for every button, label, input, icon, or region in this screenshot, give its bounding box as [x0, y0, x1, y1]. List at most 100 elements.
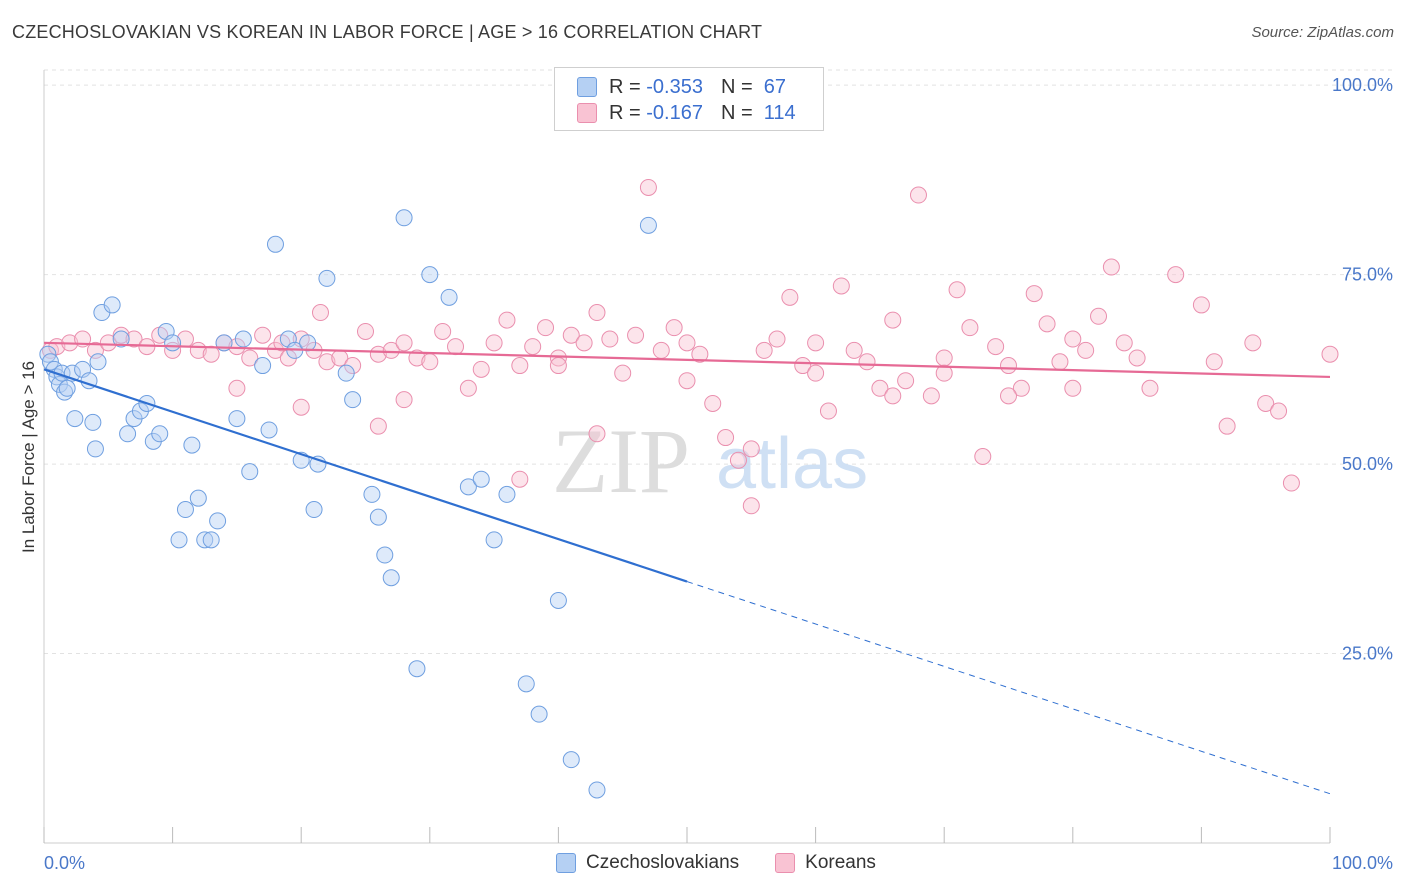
data-point-korean: [884, 311, 902, 329]
data-point-korean: [562, 326, 580, 344]
y-axis-label: In Labor Force | Age > 16: [19, 361, 38, 553]
watermark-atlas: atlas: [716, 424, 868, 504]
data-point-korean: [511, 470, 529, 488]
data-point-czechoslovakian: [369, 508, 387, 526]
data-point-korean: [897, 372, 915, 390]
data-point-korean: [1321, 345, 1339, 363]
data-point-korean: [1090, 307, 1108, 325]
data-point-korean: [627, 326, 645, 344]
data-point-czechoslovakian: [472, 470, 490, 488]
data-point-korean: [1218, 417, 1236, 435]
y-tick-label: 75.0%: [1342, 265, 1393, 285]
data-point-czechoslovakian: [530, 705, 548, 723]
data-point-korean: [357, 322, 374, 340]
data-point-czechoslovakian: [260, 421, 278, 439]
series-legend-koreans[interactable]: Koreans: [775, 852, 876, 874]
data-point-czechoslovakian: [176, 501, 194, 519]
data-point-czechoslovakian: [639, 216, 657, 234]
data-point-korean: [639, 178, 657, 196]
data-point-czechoslovakian: [305, 501, 323, 519]
data-point-czechoslovakian: [234, 330, 252, 348]
data-point-korean: [652, 341, 670, 359]
y-tick-label: 25.0%: [1342, 644, 1393, 664]
data-point-korean: [1025, 285, 1043, 303]
data-point-korean: [408, 349, 426, 367]
data-point-korean: [421, 353, 439, 371]
data-point-korean: [1064, 379, 1082, 397]
data-point-czechoslovakian: [408, 660, 426, 678]
data-point-korean: [125, 330, 143, 348]
data-point-korean: [1128, 349, 1146, 367]
data-point-korean: [537, 319, 555, 337]
data-point-czechoslovakian: [318, 269, 336, 287]
data-point-korean: [845, 341, 863, 359]
data-point-czechoslovakian: [84, 413, 102, 431]
data-point-korean: [768, 330, 786, 348]
data-point-korean: [588, 425, 606, 443]
data-point-korean: [601, 330, 619, 348]
data-point-korean: [1051, 353, 1069, 371]
legend-n-value: 114: [763, 101, 796, 124]
data-point-korean: [858, 353, 876, 371]
data-point-korean: [794, 357, 812, 375]
legend-r-value: -0.167: [646, 101, 703, 124]
data-point-korean: [742, 497, 760, 515]
legend-n-label: N =: [720, 101, 753, 124]
data-point-korean: [511, 357, 529, 375]
trend-line-czechoslovakians-extension: [686, 581, 1331, 795]
data-point-korean: [524, 338, 542, 356]
data-point-czechoslovakian: [58, 379, 76, 397]
data-point-korean: [241, 349, 259, 367]
data-point-korean: [112, 326, 130, 344]
data-point-czechoslovakian: [376, 546, 394, 564]
data-point-korean: [498, 311, 516, 329]
data-point-korean: [871, 379, 889, 397]
data-point-korean: [742, 440, 760, 458]
data-point-korean: [1205, 353, 1223, 371]
x-tick-label: 100.0%: [1332, 853, 1393, 873]
data-point-czechoslovakian: [202, 531, 220, 549]
data-point-korean: [1257, 394, 1275, 412]
data-point-korean: [434, 322, 452, 340]
data-point-korean: [665, 319, 683, 337]
data-point-korean: [678, 372, 696, 390]
series-legend: Czechoslovakians Koreans: [556, 852, 912, 874]
data-point-korean: [472, 360, 490, 378]
data-point-korean: [1141, 379, 1159, 397]
data-point-korean: [884, 387, 902, 405]
data-point-korean: [832, 277, 850, 295]
data-point-korean: [987, 338, 1005, 356]
data-point-korean: [1000, 357, 1017, 375]
data-point-korean: [1077, 341, 1095, 359]
series-swatch-blue: [556, 853, 576, 873]
y-tick-label: 50.0%: [1342, 454, 1393, 474]
data-point-korean: [292, 398, 310, 416]
data-point-korean: [974, 448, 992, 465]
data-point-czechoslovakian: [103, 296, 121, 314]
data-point-korean: [254, 326, 272, 344]
data-point-czechoslovakian: [421, 266, 439, 284]
data-point-czechoslovakian: [196, 531, 214, 549]
series-legend-label: Czechoslovakians: [586, 852, 740, 873]
legend-n-value: 67: [763, 75, 787, 98]
data-point-korean: [395, 334, 413, 352]
data-point-korean: [807, 364, 825, 382]
data-point-korean: [729, 451, 747, 469]
data-point-czechoslovakian: [344, 391, 362, 409]
data-point-korean: [935, 349, 953, 367]
x-tick-label: 0.0%: [44, 853, 85, 873]
legend-n-label: N =: [720, 75, 753, 98]
data-point-korean: [311, 304, 329, 322]
data-point-czechoslovakian: [266, 235, 284, 253]
data-point-czechoslovakian: [119, 425, 137, 443]
data-point-korean: [755, 341, 773, 359]
series-legend-czechoslovakians[interactable]: Czechoslovakians: [556, 852, 739, 874]
data-point-czechoslovakian: [459, 478, 477, 496]
data-point-korean: [678, 334, 696, 352]
data-point-czechoslovakian: [254, 357, 272, 375]
data-point-czechoslovakian: [86, 440, 104, 458]
data-point-korean: [1012, 379, 1030, 397]
data-point-korean: [1064, 330, 1082, 348]
data-point-czechoslovakian: [170, 531, 188, 549]
